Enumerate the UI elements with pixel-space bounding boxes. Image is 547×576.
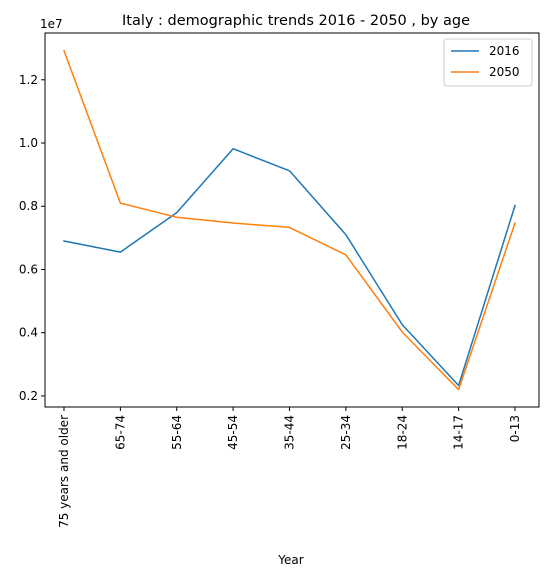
y-tick-label: 0.4 xyxy=(19,326,38,340)
x-tick-label: 75 years and older xyxy=(57,415,71,528)
y-tick-label: 0.6 xyxy=(19,262,38,276)
legend-label-2016: 2016 xyxy=(489,44,520,58)
x-tick-label: 65-74 xyxy=(113,415,127,450)
series-line-2016 xyxy=(63,147,516,387)
axis-ticks: 0.2 0.4 0.6 0.8 1.0 1.2 75 years and older 65-7… xyxy=(19,73,522,528)
y-tick-label: 0.2 xyxy=(19,389,38,403)
y-axis-offset-label: 1e7 xyxy=(40,17,63,31)
x-tick-label: 14-17 xyxy=(452,415,466,450)
y-tick-label: 1.0 xyxy=(19,136,38,150)
x-tick-label: 35-44 xyxy=(283,415,297,450)
x-tick-label: 45-54 xyxy=(226,415,240,450)
legend: 2016 2050 xyxy=(443,38,533,87)
y-tick-label: 0.8 xyxy=(19,199,38,213)
plot-area-frame xyxy=(44,32,540,408)
chart-title: Italy : demographic trends 2016 - 2050 ,… xyxy=(122,13,470,29)
x-tick-label: 25-34 xyxy=(339,415,353,450)
series-line-2050 xyxy=(63,49,516,391)
x-axis-label: Year xyxy=(277,553,303,567)
y-tick-label: 1.2 xyxy=(19,73,38,87)
legend-label-2050: 2050 xyxy=(489,65,520,79)
x-tick-label: 0-13 xyxy=(508,415,522,442)
series-lines xyxy=(63,49,516,391)
x-tick-label: 18-24 xyxy=(395,415,409,450)
x-tick-label: 55-64 xyxy=(170,415,184,450)
